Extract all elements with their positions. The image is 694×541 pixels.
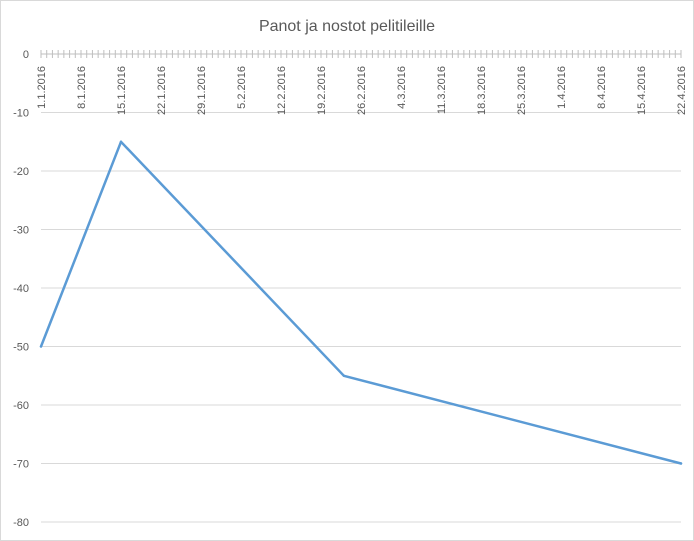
y-tick-label: -50	[13, 342, 29, 354]
x-tick-label: 8.4.2016	[596, 66, 608, 109]
data-point	[119, 140, 123, 143]
x-tick-label: 22.4.2016	[676, 66, 688, 115]
y-axis-labels: 0 -10 -20 -30 -40 -50 -60 -70 -80	[13, 49, 29, 529]
x-tick-label: 15.1.2016	[116, 66, 128, 115]
y-tick-label: -60	[13, 400, 29, 412]
x-tick-label: 8.1.2016	[76, 66, 88, 109]
x-axis-labels: 1.1.2016 8.1.2016 15.1.2016 22.1.2016 29.1.2…	[36, 66, 688, 115]
x-tick-label: 12.2.2016	[276, 66, 288, 115]
y-tick-label: -30	[13, 225, 29, 237]
data-point	[679, 462, 683, 465]
series-layer	[39, 140, 683, 465]
x-tick-label: 18.3.2016	[476, 66, 488, 115]
x-tick-label: 19.2.2016	[316, 66, 328, 115]
y-tick-label: -80	[13, 517, 29, 529]
x-tick-label: 26.2.2016	[356, 66, 368, 115]
x-tick-label: 11.3.2016	[436, 66, 448, 114]
y-tick-label: -70	[13, 459, 29, 471]
x-tick-label: 25.3.2016	[516, 66, 528, 115]
x-tick-label: 15.4.2016	[636, 66, 648, 115]
y-tick-label: -20	[13, 166, 29, 178]
y-tick-label: -40	[13, 283, 29, 295]
x-tick-label: 4.3.2016	[396, 66, 408, 109]
x-tick-label: 1.4.2016	[556, 66, 568, 109]
y-tick-label: -10	[13, 108, 29, 120]
x-tick-label: 22.1.2016	[156, 66, 168, 115]
data-point	[342, 374, 346, 377]
chart-title: Panot ja nostot pelitileille	[259, 18, 435, 35]
x-tick-label: 1.1.2016	[36, 66, 48, 109]
data-point	[39, 345, 43, 348]
x-axis	[40, 50, 682, 58]
x-tick-label: 5.2.2016	[236, 66, 248, 109]
series-line	[39, 140, 683, 465]
y-tick-label: 0	[23, 49, 29, 61]
gridlines	[41, 112, 681, 523]
x-tick-label: 29.1.2016	[196, 66, 208, 115]
